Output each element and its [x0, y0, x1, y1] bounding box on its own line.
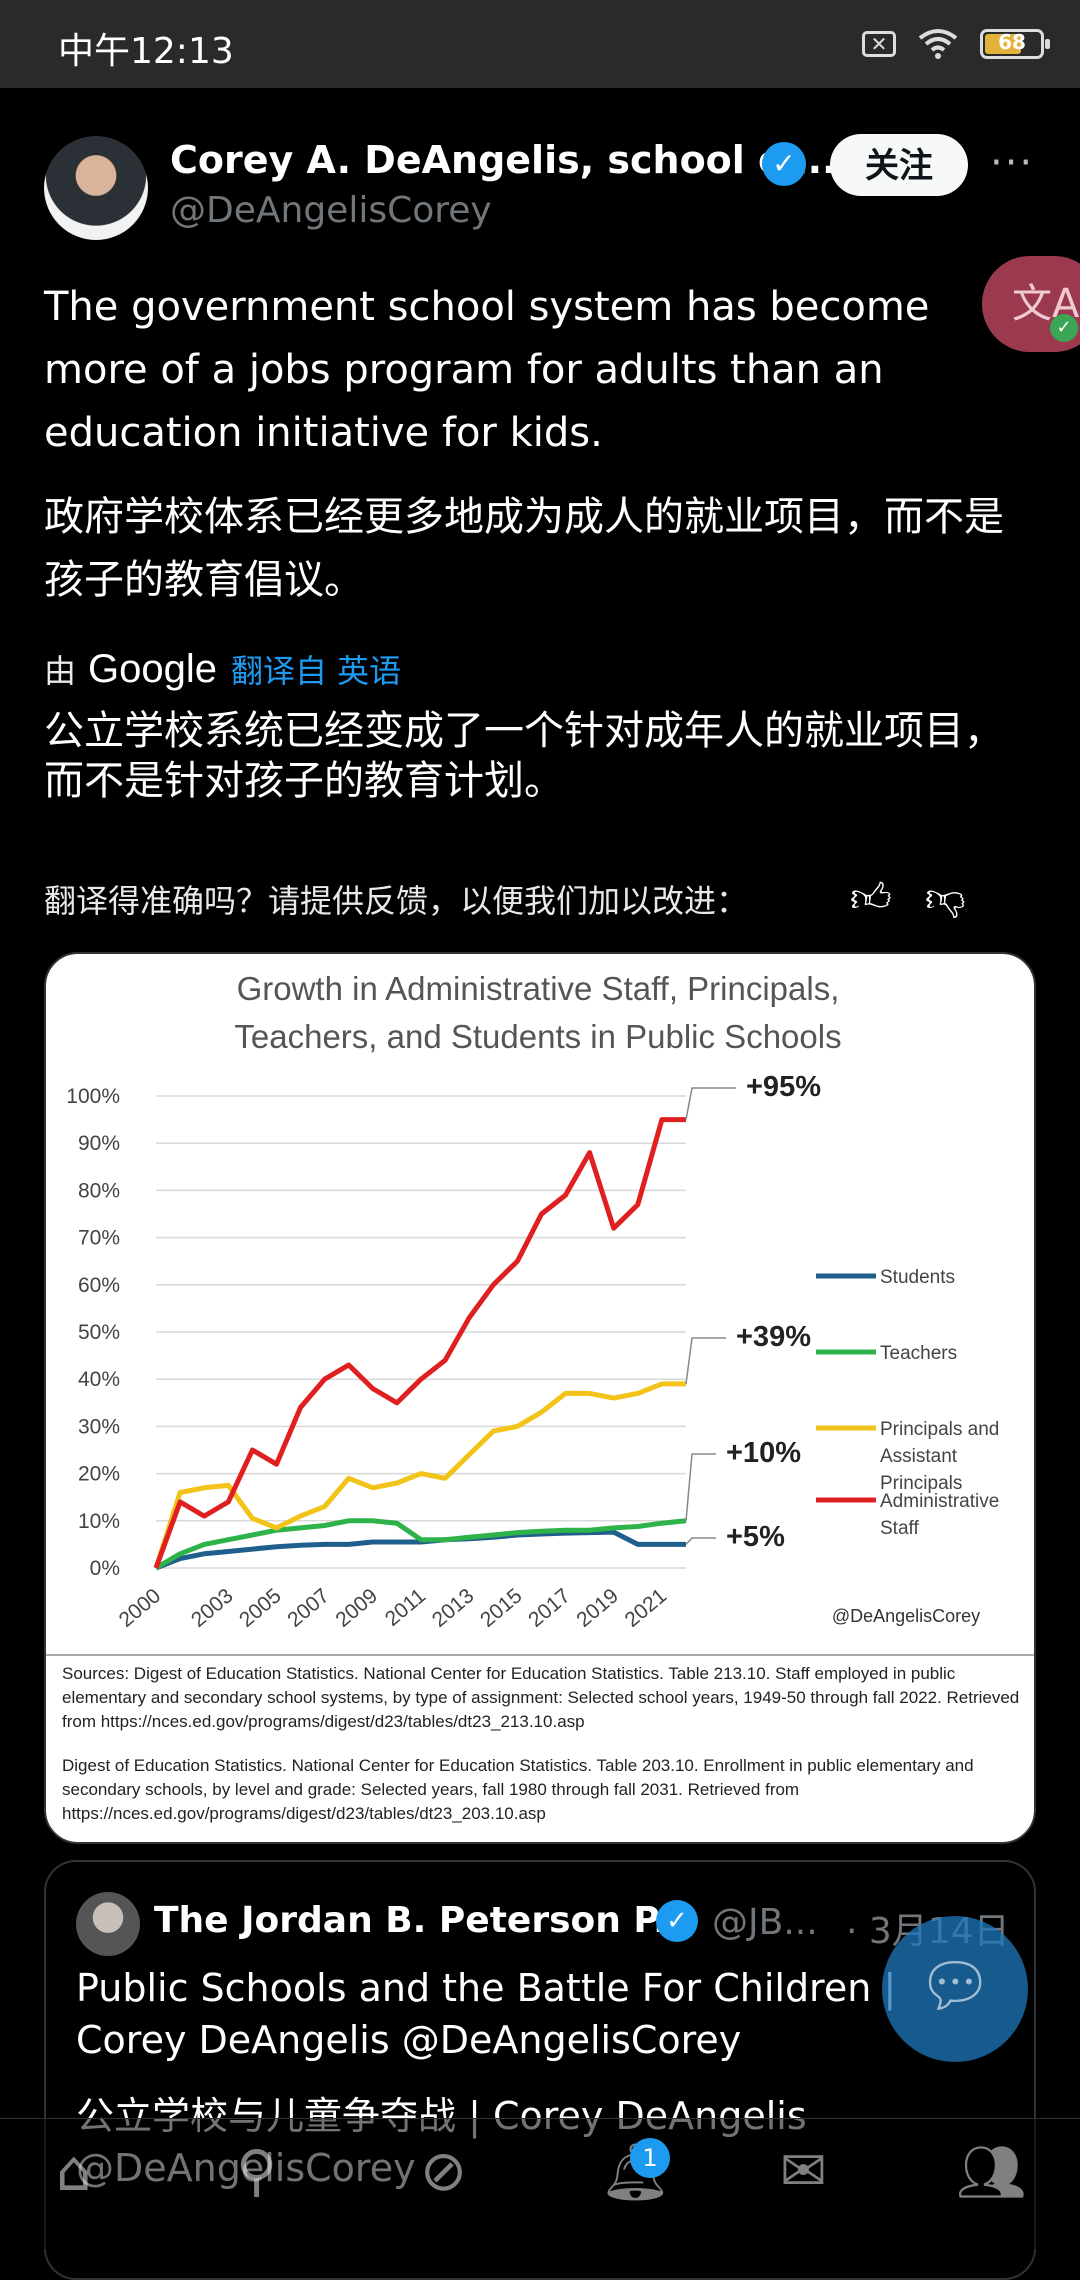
- chart-source-2: Digest of Education Statistics. National…: [62, 1756, 974, 1823]
- callout-label: +39%: [736, 1321, 811, 1353]
- callout-leader: [685, 1537, 716, 1545]
- y-tick-label: 100%: [66, 1085, 120, 1108]
- grok-icon[interactable]: ⊘: [420, 2139, 467, 2204]
- legend-label: Teachers: [880, 1343, 957, 1364]
- y-tick-label: 40%: [78, 1368, 120, 1391]
- follow-button[interactable]: 关注: [830, 134, 968, 196]
- author-avatar[interactable]: [44, 136, 148, 240]
- translate-icon[interactable]: 文A ✓: [982, 256, 1080, 352]
- translation-feedback-prompt: 翻译得准确吗？请提供反馈，以便我们加以改进：: [44, 882, 749, 920]
- thumbs-down-icon[interactable]: 👎︎: [925, 875, 966, 921]
- y-tick-label: 80%: [78, 1179, 120, 1202]
- compose-reply-button[interactable]: 💬︎: [882, 1916, 1028, 2062]
- callout-leader: [685, 1337, 726, 1385]
- more-options-icon[interactable]: ···: [990, 140, 1035, 186]
- battery-icon: 68: [980, 29, 1050, 59]
- y-tick-label: 50%: [78, 1321, 120, 1344]
- chart-title-line-2: Teachers, and Students in Public Schools: [234, 1018, 841, 1055]
- x-tick-label: 2000: [115, 1584, 166, 1632]
- quote-translation: 公立学校系统已经变成了一个针对成年人的就业项目，而不是针对孩子的教育计划。: [44, 708, 1004, 804]
- callout-label: +5%: [726, 1521, 785, 1553]
- translated-by-label: 由: [44, 652, 77, 690]
- quoted-author-name[interactable]: The Jordan B. Peterson P...: [154, 1900, 695, 1941]
- x-tick-label: 2007: [283, 1584, 334, 1632]
- status-bar: 中午12:13 ✕ 68: [0, 0, 1080, 88]
- y-tick-label: 20%: [78, 1463, 120, 1486]
- x-tick-label: 2019: [572, 1584, 623, 1632]
- status-time: 中午12:13: [58, 31, 234, 72]
- x-tick-label: 2013: [428, 1584, 479, 1632]
- y-tick-label: 30%: [78, 1415, 120, 1438]
- quoted-handle[interactable]: @JB...: [712, 1902, 818, 1943]
- author-handle[interactable]: @DeAngelisCorey: [170, 190, 492, 231]
- x-tick-label: 2015: [476, 1584, 527, 1632]
- legend-label: Administrative Staff: [880, 1491, 999, 1539]
- google-logo: Google: [88, 646, 217, 691]
- legend-label: Students: [880, 1267, 955, 1288]
- chart-title-line-1: Growth in Administrative Staff, Principa…: [237, 970, 840, 1007]
- y-tick-label: 70%: [78, 1227, 120, 1250]
- verified-badge-icon: ✓: [656, 1900, 698, 1942]
- translated-from-link[interactable]: 翻译自 英语: [231, 652, 402, 690]
- verified-badge-icon: ✓: [762, 142, 806, 186]
- callout-leader: [685, 1087, 736, 1120]
- quoted-text: Public Schools and the Battle For Childr…: [76, 1966, 897, 2062]
- chart-watermark: @DeAngelisCorey: [832, 1606, 980, 1626]
- sim-off-icon: ✕: [862, 31, 896, 57]
- chart-sources: Sources: Digest of Education Statistics.…: [62, 1662, 1022, 1842]
- status-icons: ✕ 68: [862, 24, 1050, 64]
- chart-source-1: Sources: Digest of Education Statistics.…: [62, 1664, 1020, 1731]
- series-line-teachers: [154, 1518, 687, 1571]
- callout-label: +10%: [726, 1437, 801, 1469]
- wifi-icon: [918, 29, 958, 59]
- tweet-text: The government school system has become …: [44, 284, 930, 456]
- x-tick-label: 2017: [524, 1584, 575, 1632]
- y-tick-label: 10%: [78, 1510, 120, 1533]
- check-icon: ✓: [1050, 314, 1078, 342]
- x-tick-label: 2011: [381, 1584, 430, 1631]
- messages-mail-icon[interactable]: ✉: [780, 2139, 827, 2204]
- y-tick-label: 60%: [78, 1274, 120, 1297]
- series-line-principals-and-assistant-principals: [153, 1381, 686, 1569]
- tweet-translation: 政府学校体系已经更多地成为成人的就业项目，而不是孩子的教育倡议。: [44, 494, 1004, 603]
- x-tick-label: 2021: [621, 1584, 672, 1632]
- home-icon[interactable]: ⌂: [56, 2139, 92, 2204]
- notifications-badge: 1: [630, 2138, 670, 2178]
- translated-by-google: 由 Google 翻译自 英语: [44, 646, 401, 692]
- callout-leader: [685, 1453, 716, 1521]
- line-chart: Growth in Administrative Staff, Principa…: [66, 970, 999, 1632]
- search-icon[interactable]: ⚲: [236, 2139, 278, 2204]
- x-tick-label: 2003: [187, 1584, 238, 1632]
- callout-label: +95%: [746, 1071, 821, 1103]
- series-line-administrative-staff: [153, 1117, 686, 1569]
- x-tick-label: 2009: [331, 1584, 382, 1632]
- y-tick-label: 0%: [90, 1557, 120, 1580]
- chart-image-card[interactable]: Growth in Administrative Staff, Principa…: [44, 952, 1036, 1844]
- thumbs-up-icon[interactable]: 👍︎: [850, 875, 892, 921]
- quoted-avatar[interactable]: [76, 1892, 140, 1956]
- x-tick-label: 2005: [235, 1584, 286, 1632]
- communities-icon[interactable]: 👥︎: [956, 2140, 1028, 2205]
- bottom-navigation: ⌂ ⚲ ⊘ 🔔︎ ✉ 👥︎: [0, 2118, 1080, 2249]
- y-tick-label: 90%: [78, 1132, 120, 1155]
- legend-label: Principals and Assistant Principals: [880, 1419, 999, 1494]
- battery-level: 68: [998, 30, 1026, 54]
- author-name[interactable]: Corey A. DeAngelis, school ch...: [170, 138, 851, 182]
